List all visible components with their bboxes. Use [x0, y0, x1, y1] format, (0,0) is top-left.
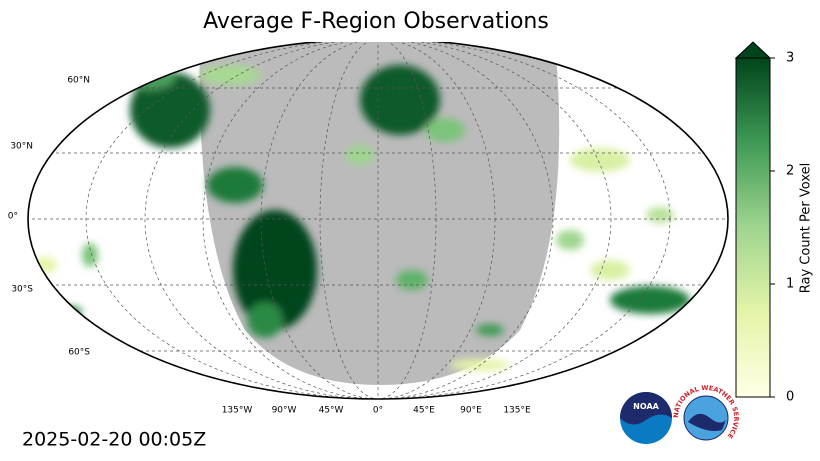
lon-label: 0° [373, 406, 383, 416]
title: Average F-Region Observations [203, 9, 549, 34]
colorbar-tick-label: 1 [786, 277, 794, 292]
map-border [27, 42, 729, 400]
map [27, 42, 729, 400]
lon-label: 45°E [413, 406, 435, 416]
colorbar-label: Ray Count Per Voxel [799, 163, 814, 293]
colorbar-tick-label: 0 [786, 390, 794, 405]
noaa-text: NOAA [633, 402, 659, 411]
noaa-logo: NOAA [620, 392, 672, 444]
lon-label: 45°W [319, 406, 344, 416]
colorbar-tick-label: 2 [786, 164, 794, 179]
lon-label: 135°W [222, 406, 253, 416]
lat-label: 60°N [67, 76, 90, 86]
lat-label: 0° [8, 212, 18, 222]
colorbar [734, 41, 772, 398]
timestamp: 2025-02-20 00:05Z [22, 429, 206, 451]
lat-label: 30°S [11, 285, 33, 295]
nws-logo: NATIONAL WEATHER SERVICE [672, 384, 740, 451]
lat-label: 30°N [10, 142, 33, 152]
lat-label: 60°S [68, 348, 90, 358]
lon-label: 90°W [272, 406, 297, 416]
lon-label: 135°E [503, 406, 531, 416]
lon-label: 90°E [460, 406, 482, 416]
colorbar-tick-label: 3 [786, 51, 794, 66]
